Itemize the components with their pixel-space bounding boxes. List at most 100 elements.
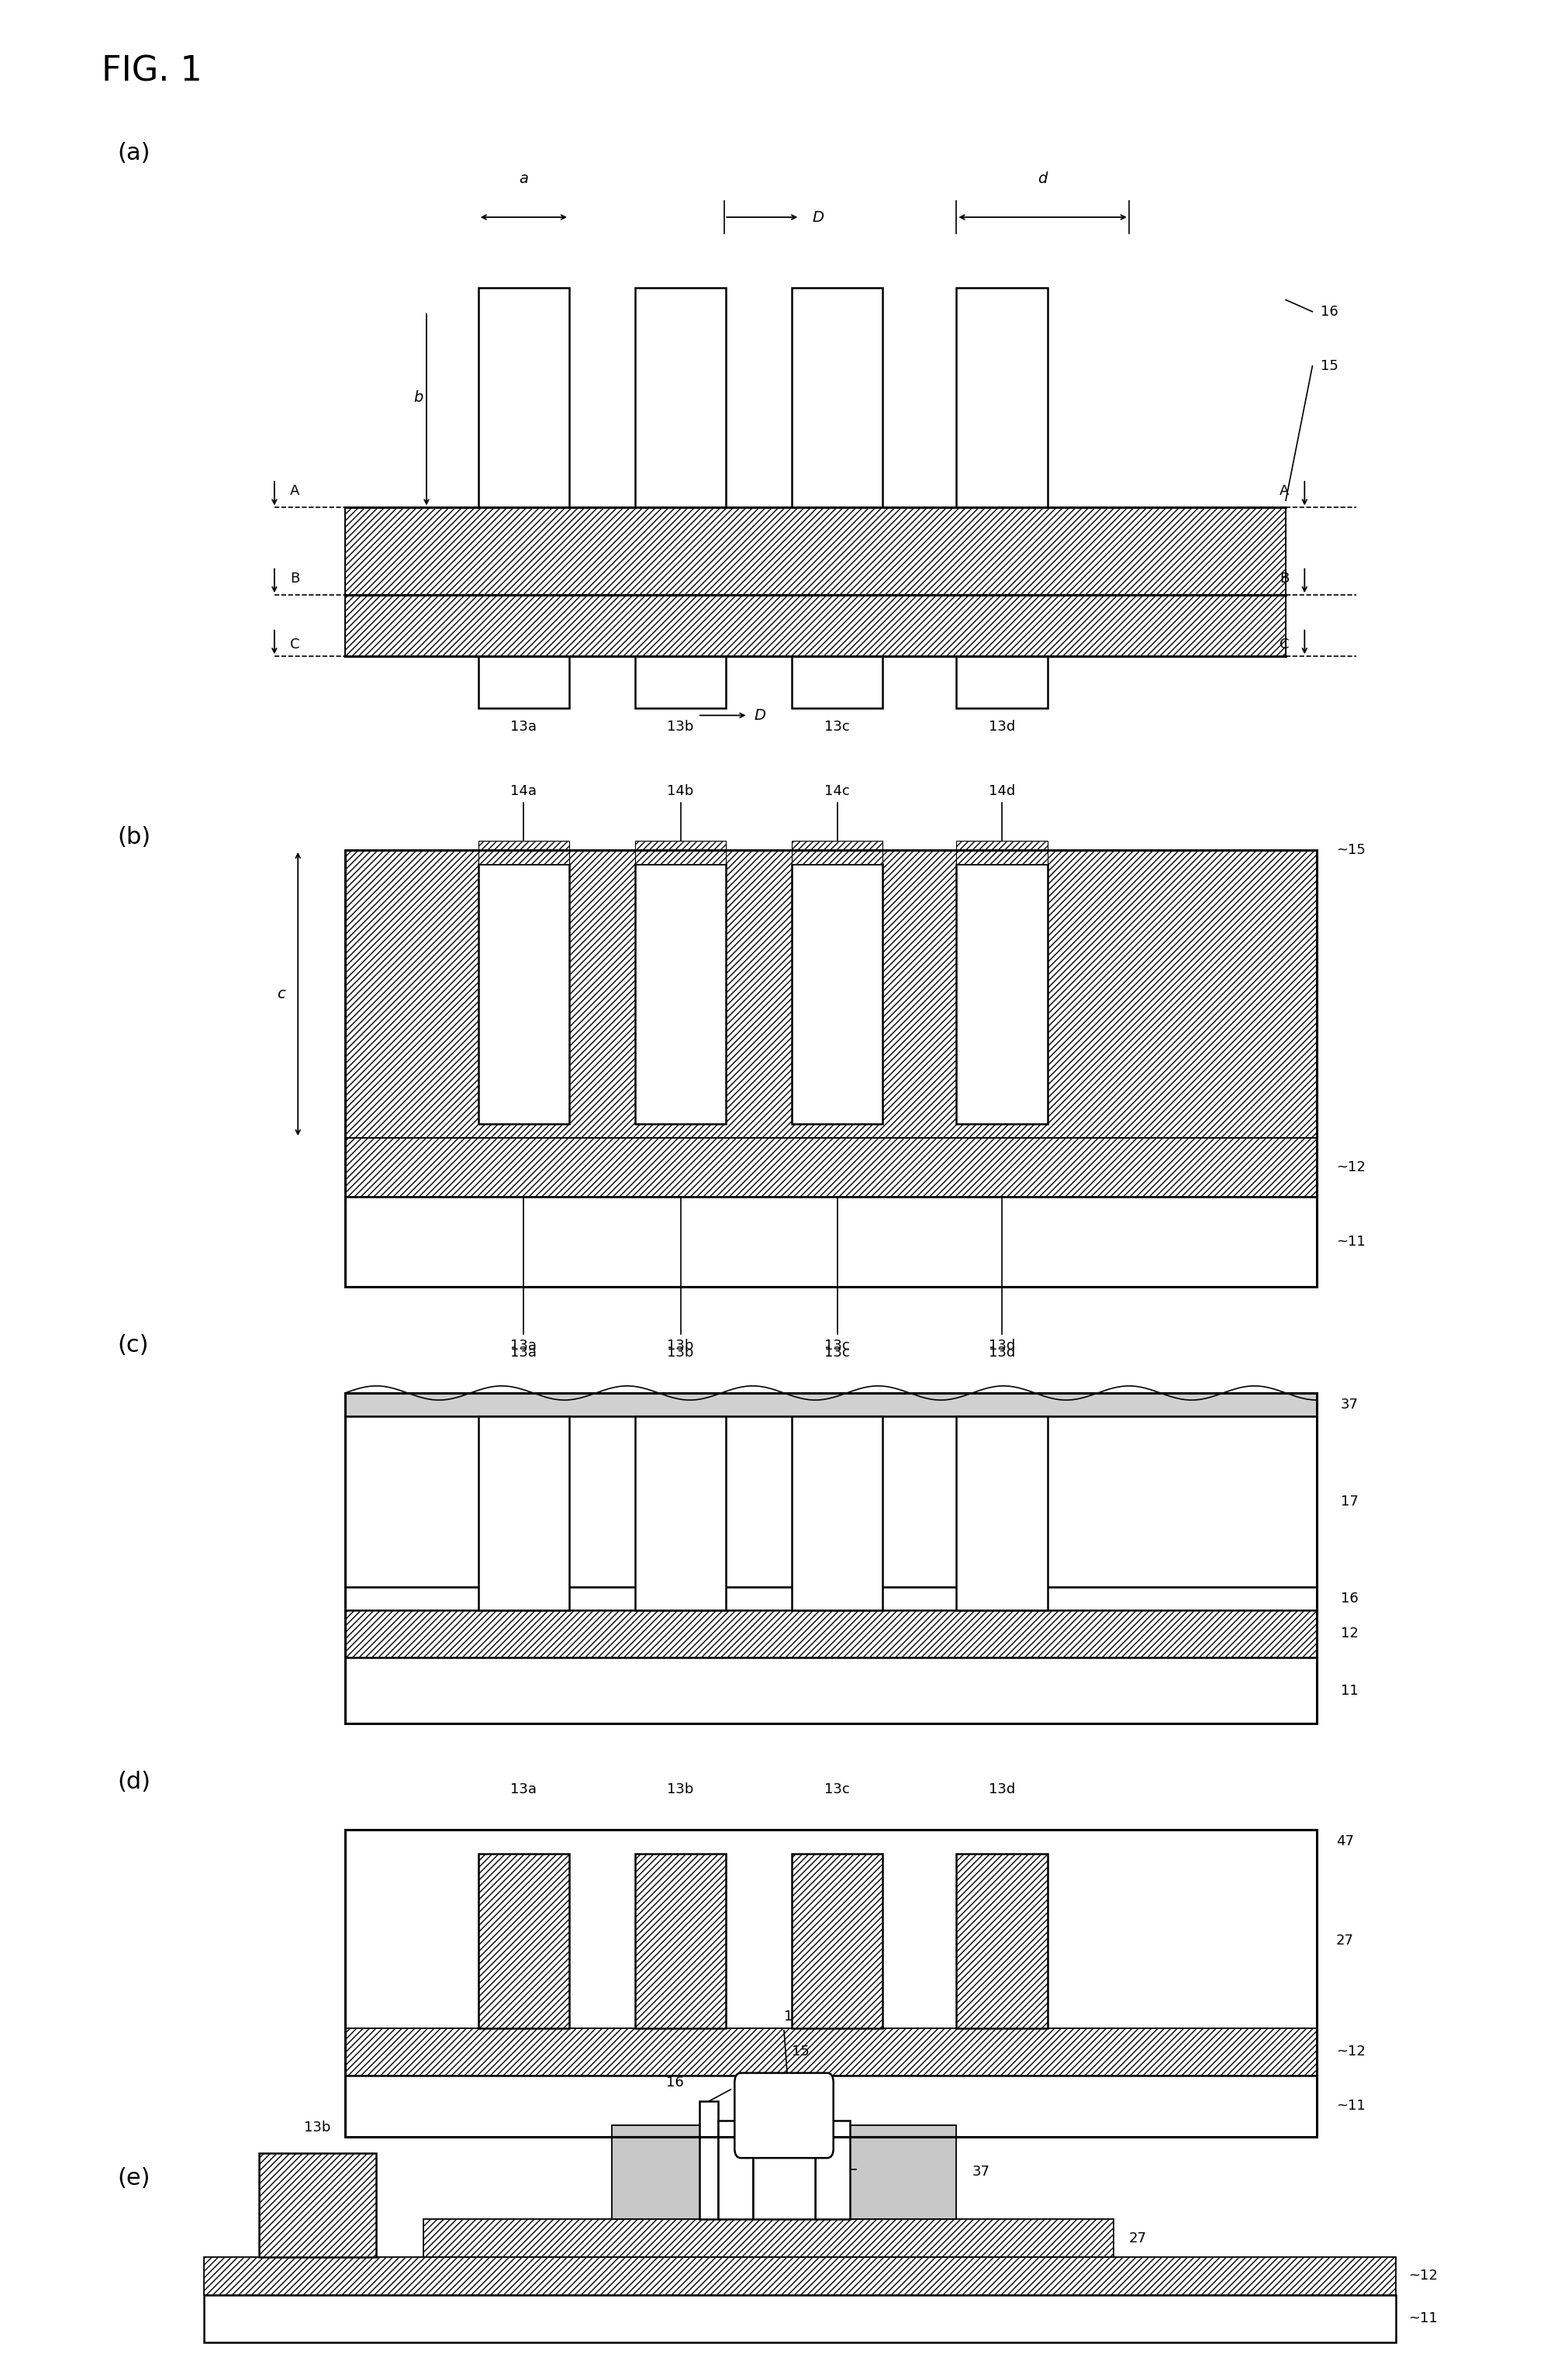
Bar: [956, 1417, 1047, 1610]
Bar: [345, 850, 1317, 1287]
Bar: [635, 841, 726, 864]
Text: ~11: ~11: [1408, 2311, 1438, 2326]
Bar: [478, 1417, 569, 1610]
Text: 13b: 13b: [666, 1346, 695, 1360]
Bar: [345, 850, 1317, 1138]
Text: 14b: 14b: [784, 2009, 811, 2023]
Text: D: D: [812, 210, 823, 224]
Bar: [699, 2101, 718, 2219]
Text: 12: 12: [1341, 1627, 1358, 1641]
Text: 14d: 14d: [989, 784, 1014, 798]
Text: B: B: [290, 571, 299, 586]
Bar: [956, 841, 1047, 864]
Text: 14c: 14c: [825, 784, 850, 798]
Text: C: C: [1279, 637, 1289, 652]
Text: 17: 17: [1341, 1495, 1358, 1509]
Text: D: D: [754, 708, 765, 722]
Bar: [345, 1138, 1317, 1197]
Text: ~12: ~12: [1408, 2269, 1438, 2283]
Bar: [345, 1393, 1317, 1417]
Bar: [345, 1197, 1317, 1287]
Bar: [345, 1417, 1317, 1587]
Text: 13c: 13c: [825, 1783, 850, 1797]
Text: ~12: ~12: [1336, 1162, 1366, 1173]
Bar: [345, 2028, 1317, 2075]
Bar: [345, 508, 1286, 595]
Text: c: c: [278, 987, 285, 1001]
Text: 16: 16: [666, 2075, 684, 2089]
Text: 13d: 13d: [989, 1346, 1014, 1360]
Text: 14b: 14b: [666, 784, 695, 798]
Text: A: A: [1279, 484, 1289, 498]
Text: B: B: [1279, 571, 1289, 586]
Text: 47: 47: [1336, 1834, 1353, 1849]
Bar: [478, 1853, 569, 2028]
Bar: [635, 656, 726, 708]
Text: 15: 15: [1320, 359, 1338, 373]
Text: 13c: 13c: [825, 1339, 850, 1353]
Text: 37: 37: [972, 2165, 989, 2179]
Bar: [753, 2149, 815, 2219]
Text: ~11: ~11: [1336, 2099, 1366, 2113]
Text: 27: 27: [1336, 1934, 1353, 1948]
Bar: [792, 288, 883, 508]
Text: 13a: 13a: [511, 1339, 536, 1353]
Text: 47: 47: [858, 2163, 875, 2177]
Bar: [345, 1587, 1317, 1610]
Bar: [345, 2075, 1317, 2137]
Text: 16: 16: [1320, 305, 1338, 319]
Bar: [956, 864, 1047, 1124]
Text: 11: 11: [1341, 1683, 1358, 1698]
Text: 13b: 13b: [666, 720, 695, 734]
Bar: [345, 1657, 1317, 1724]
Bar: [345, 595, 1286, 656]
Bar: [956, 1853, 1047, 2028]
Bar: [478, 288, 569, 508]
Bar: [204, 2295, 1396, 2342]
Bar: [204, 2257, 1396, 2295]
Text: 27: 27: [1129, 2231, 1146, 2245]
Text: 13b: 13b: [304, 2120, 331, 2134]
Bar: [792, 1417, 883, 1610]
Bar: [423, 2219, 1113, 2257]
Text: 13b: 13b: [666, 1339, 695, 1353]
Text: a: a: [519, 172, 528, 187]
Bar: [718, 2120, 753, 2219]
Text: ~15: ~15: [1336, 843, 1366, 857]
Bar: [956, 288, 1047, 508]
Bar: [478, 656, 569, 708]
Text: 13d: 13d: [989, 1783, 1014, 1797]
Bar: [345, 1830, 1317, 2137]
Text: ~11: ~11: [1336, 1235, 1366, 1249]
Bar: [345, 1610, 1317, 1657]
Bar: [478, 864, 569, 1124]
Bar: [792, 656, 883, 708]
Text: ~12: ~12: [1336, 2045, 1366, 2059]
Bar: [815, 2120, 850, 2219]
Bar: [345, 1393, 1317, 1724]
Text: 13c: 13c: [825, 1346, 850, 1360]
Bar: [635, 864, 726, 1124]
Text: C: C: [290, 637, 299, 652]
Text: 13d: 13d: [989, 1339, 1014, 1353]
Text: (d): (d): [118, 1771, 151, 1794]
Text: 14a: 14a: [511, 784, 536, 798]
Bar: [478, 841, 569, 864]
Bar: [635, 1417, 726, 1610]
Text: 16: 16: [1341, 1591, 1358, 1605]
Text: FIG. 1: FIG. 1: [102, 54, 202, 87]
Text: 37: 37: [1341, 1398, 1358, 1412]
Text: 13a: 13a: [511, 720, 536, 734]
Text: (c): (c): [118, 1334, 149, 1358]
Text: (a): (a): [118, 142, 151, 165]
Text: 15: 15: [792, 2045, 809, 2059]
Text: d: d: [1038, 172, 1047, 187]
FancyBboxPatch shape: [734, 2073, 834, 2158]
Text: A: A: [290, 484, 299, 498]
Bar: [792, 1853, 883, 2028]
Bar: [635, 1853, 726, 2028]
Bar: [956, 656, 1047, 708]
Text: b: b: [414, 390, 423, 406]
Text: 13a: 13a: [511, 1346, 536, 1360]
Text: 13c: 13c: [825, 720, 850, 734]
